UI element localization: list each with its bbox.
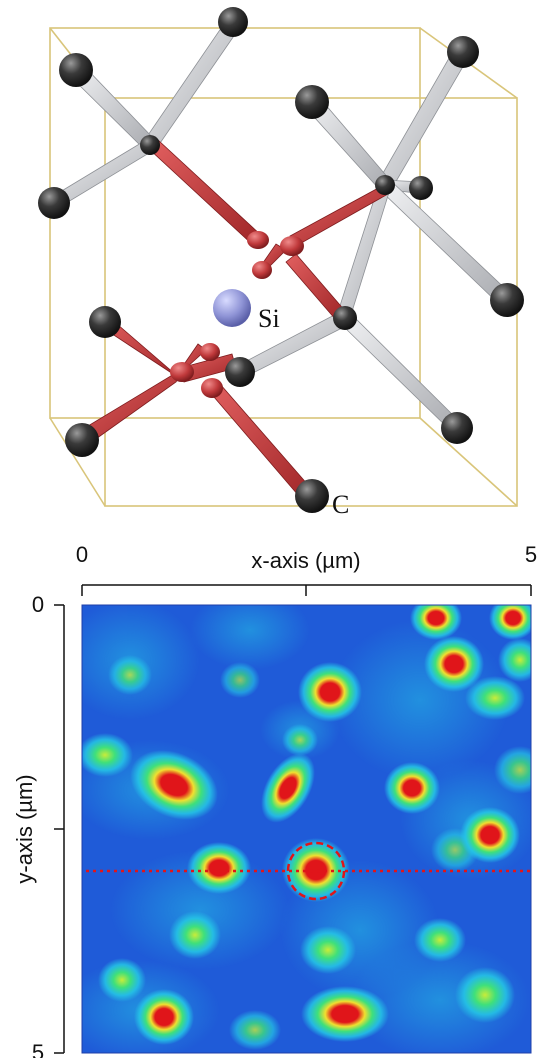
weak-emitters [82,638,531,1050]
scan-map-panel: 0 x-axis (µm) 5 0 y-axis (µm) 5 [12,542,537,1058]
carbon-atoms [38,7,524,513]
x-axis-max-label: 5 [525,542,537,567]
y-axis-title: y-axis (µm) [12,774,37,883]
x-axis: 0 x-axis (µm) 5 [76,542,537,596]
red-bond-nodes [170,231,304,398]
selected-emitter-marker [86,841,531,901]
selected-emitter-circle [286,841,346,901]
bright-emitters [130,605,531,1045]
grey-bonds [49,17,514,433]
si-atom-label: Si [258,304,280,333]
crystal-structure-diagram: Si C [38,7,524,519]
red-bonds [77,139,389,503]
fluorescence-map [82,605,531,1053]
c-atom-label: C [332,490,349,519]
silicon-atom [213,289,251,327]
y-axis-min-label: 0 [32,592,44,617]
x-axis-min-label: 0 [76,542,88,567]
y-axis-max-label: 5 [32,1040,44,1058]
x-axis-title: x-axis (µm) [251,548,360,573]
y-axis: 0 y-axis (µm) 5 [12,592,65,1058]
